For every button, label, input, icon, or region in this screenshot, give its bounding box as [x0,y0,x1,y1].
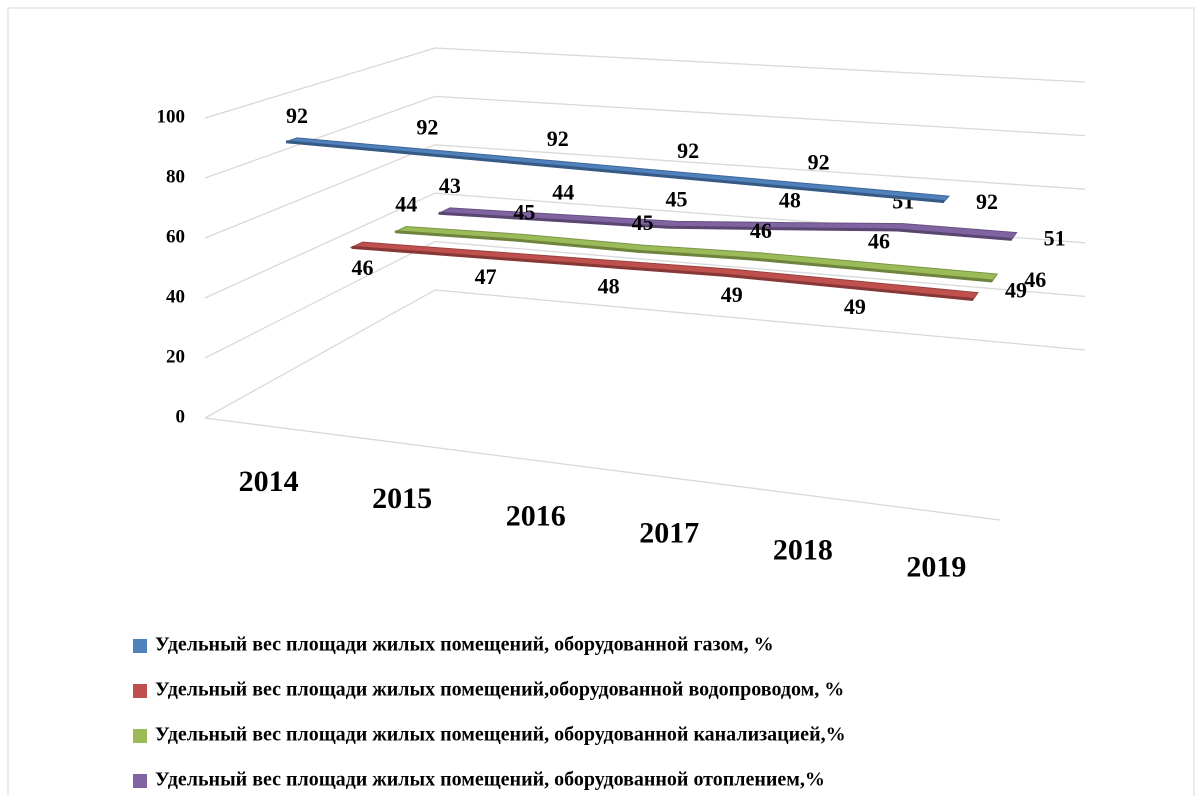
grid-line [204,240,1086,359]
data-label: 45 [666,186,688,211]
x-tick-label: 2016 [506,499,566,532]
data-label: 46 [1024,267,1046,292]
series-line [351,245,974,301]
grid-line [204,289,1086,419]
x-tick-label: 2014 [239,465,299,498]
data-label: 46 [352,255,374,280]
legend-swatch [133,729,147,743]
series-line [395,230,993,283]
data-label: 46 [750,218,772,243]
data-label: 51 [1044,226,1066,251]
series-line [285,140,945,204]
legend-swatch [133,684,147,698]
grid-line [204,47,1086,119]
data-label: 47 [475,264,497,289]
data-label: 44 [395,192,417,217]
data-label: 45 [632,210,654,235]
series-line [438,211,1012,241]
legend-swatch [133,639,147,653]
data-label: 48 [779,188,801,213]
y-tick-label: 60 [166,226,185,247]
data-label: 46 [868,229,890,254]
data-label: 92 [547,126,569,151]
x-tick-label: 2018 [773,534,833,567]
legend-label: Удельный вес площади жилых помещений,обо… [155,679,844,701]
y-tick-label: 20 [166,346,185,367]
data-label: 92 [808,150,830,175]
data-label: 43 [439,173,461,198]
data-label: 92 [286,103,308,128]
x-tick-label: 2015 [372,482,432,515]
chart-frame [7,7,1195,796]
data-label: 92 [677,138,699,163]
data-label: 49 [1005,278,1027,303]
legend-label: Удельный вес площади жилых помещений, об… [155,724,846,746]
data-label: 49 [721,282,743,307]
grid-line [204,144,1086,239]
data-label: 45 [513,200,535,225]
x-tick-label: 2019 [906,551,966,584]
grid-line [204,95,1086,179]
data-label: 48 [598,273,620,298]
y-tick-label: 0 [176,406,186,427]
y-tick-label: 40 [166,286,185,307]
x-tick-label: 2017 [639,516,699,549]
data-label: 44 [552,180,574,205]
legend-label: Удельный вес площади жилых помещений, об… [155,769,825,791]
legend-swatch [133,774,147,788]
data-label: 49 [844,294,866,319]
y-tick-label: 100 [157,106,186,127]
legend-label: Удельный вес площади жилых помещений, об… [155,634,774,656]
data-label: 92 [976,189,998,214]
y-tick-label: 80 [166,166,185,187]
data-label: 92 [416,115,438,140]
floor-edge [204,417,1001,521]
